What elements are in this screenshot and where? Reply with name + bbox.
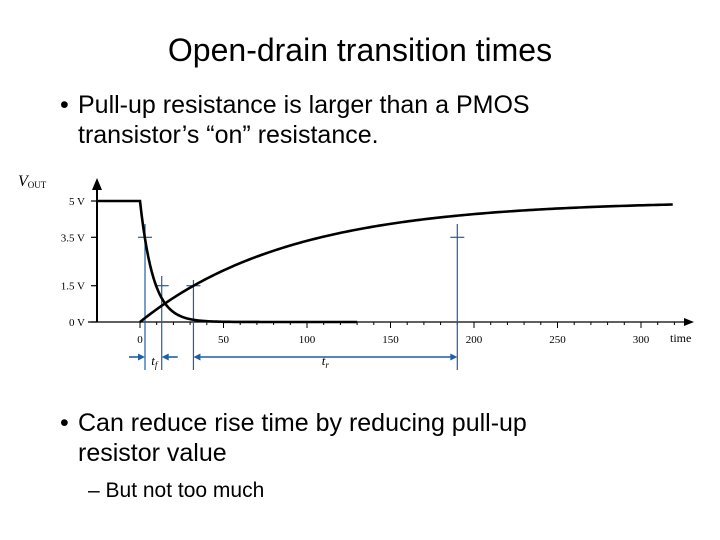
tf-arrow-left-icon: [161, 353, 169, 361]
slide-title: Open-drain transition times: [167, 32, 553, 68]
x-tick-label: 100: [299, 334, 316, 346]
bullet-pull-up-resistance: • Pull-up resistance is larger than a PMO…: [60, 90, 700, 150]
sub-bullet: – But not too much: [88, 479, 265, 502]
tr-label: tr: [322, 353, 330, 370]
bullet-line: Pull-up resistance is larger than a PMOS: [78, 91, 530, 119]
x-tick-label: 250: [549, 334, 566, 346]
x-tick-label: 0: [137, 334, 143, 346]
x-tick-label: 300: [633, 334, 650, 346]
tr-arrow-left-icon: [193, 353, 201, 361]
bullet-marker: •: [60, 91, 69, 119]
y-axis-arrow-icon: [92, 178, 102, 190]
y-tick-label: 0 V: [69, 317, 85, 329]
y-axis-label: VOUT: [18, 173, 47, 190]
tr-arrow-right-icon: [450, 353, 458, 361]
y-tick-label: 3.5 V: [61, 232, 85, 244]
y-tick-label: 5 V: [69, 196, 85, 208]
x-tick-label: 200: [466, 334, 483, 346]
bullet-marker: •: [60, 409, 69, 437]
x-axis-arrow-icon: [684, 318, 694, 326]
x-axis-label: time: [670, 331, 691, 345]
bullet-line: resistor value: [78, 439, 227, 467]
y-tick-label: 1.5 V: [61, 281, 85, 293]
tf-arrow-right-icon: [138, 353, 146, 361]
bullet-line: transistor’s “on” resistance.: [78, 121, 379, 149]
bullet-reduce-rise-time: • Can reduce rise time by reducing pull-u…: [60, 408, 700, 468]
fall-curve: [96, 199, 358, 324]
x-tick-label: 50: [218, 334, 230, 346]
tf-label: tf: [151, 353, 159, 370]
bullet-line: Can reduce rise time by reducing pull-up: [78, 409, 527, 437]
x-tick-label: 150: [382, 334, 399, 346]
rise-curve: [139, 203, 673, 324]
